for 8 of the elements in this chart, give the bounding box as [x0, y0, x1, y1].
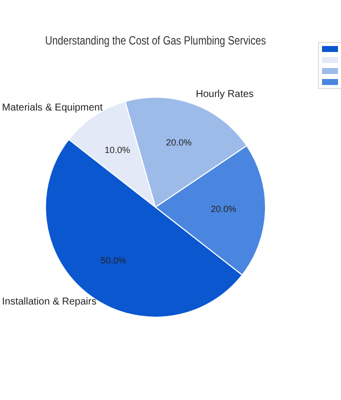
data-label: 20.0%: [210, 204, 236, 214]
chart-title: Understanding the Cost of Gas Plumbing Services: [45, 34, 266, 48]
data-label: 20.0%: [166, 138, 192, 148]
data-label: 50.0%: [100, 255, 126, 266]
slice-label: Hourly Rates: [196, 89, 254, 100]
slice-label: Installation & Repairs: [2, 296, 96, 308]
slice-label: Materials & Equipment: [2, 102, 103, 114]
data-label: 10.0%: [104, 145, 130, 156]
